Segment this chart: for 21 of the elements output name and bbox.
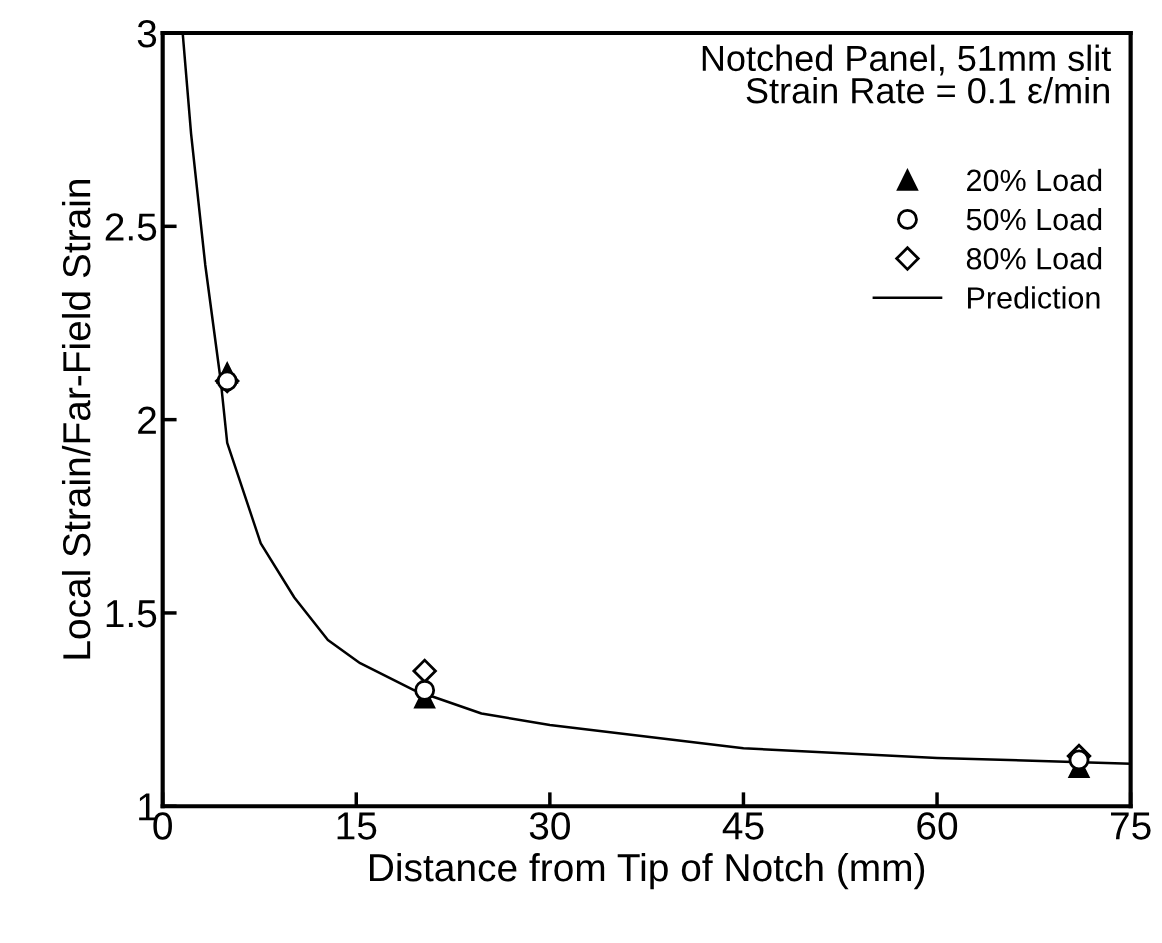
legend-label: Prediction [968,286,1100,309]
chart-title: Notched Panel, 51mm slit [702,44,1112,76]
x-tick-label: 15 [337,812,377,840]
x-axis-title: Distance from Tip of Notch (mm) [370,852,925,890]
y-tick-label: 3 [137,19,157,48]
y-axis-title: Local Strain/Far-Field Strain [61,180,91,659]
point [414,679,436,701]
x-tick-label: 45 [722,812,764,840]
legend-label: 20% Load [967,168,1102,192]
x-tick-label: 0 [153,812,172,840]
text: Strain Rate = 0.1 ε/min [746,76,1109,104]
y-tick-label: 2 [138,406,156,434]
point [1068,749,1090,771]
x-tick-label: 60 [917,812,958,840]
legend-label: 50% Load [966,207,1102,231]
y-tick-label: 2.5 [105,213,157,241]
legend-label: 80% Load [966,247,1102,270]
x-tick-label: 30 [529,812,570,840]
x-tick-label: 75 [1110,812,1151,840]
y-tick-label: 1.5 [106,600,157,628]
y-tick-label: 1 [139,793,156,821]
